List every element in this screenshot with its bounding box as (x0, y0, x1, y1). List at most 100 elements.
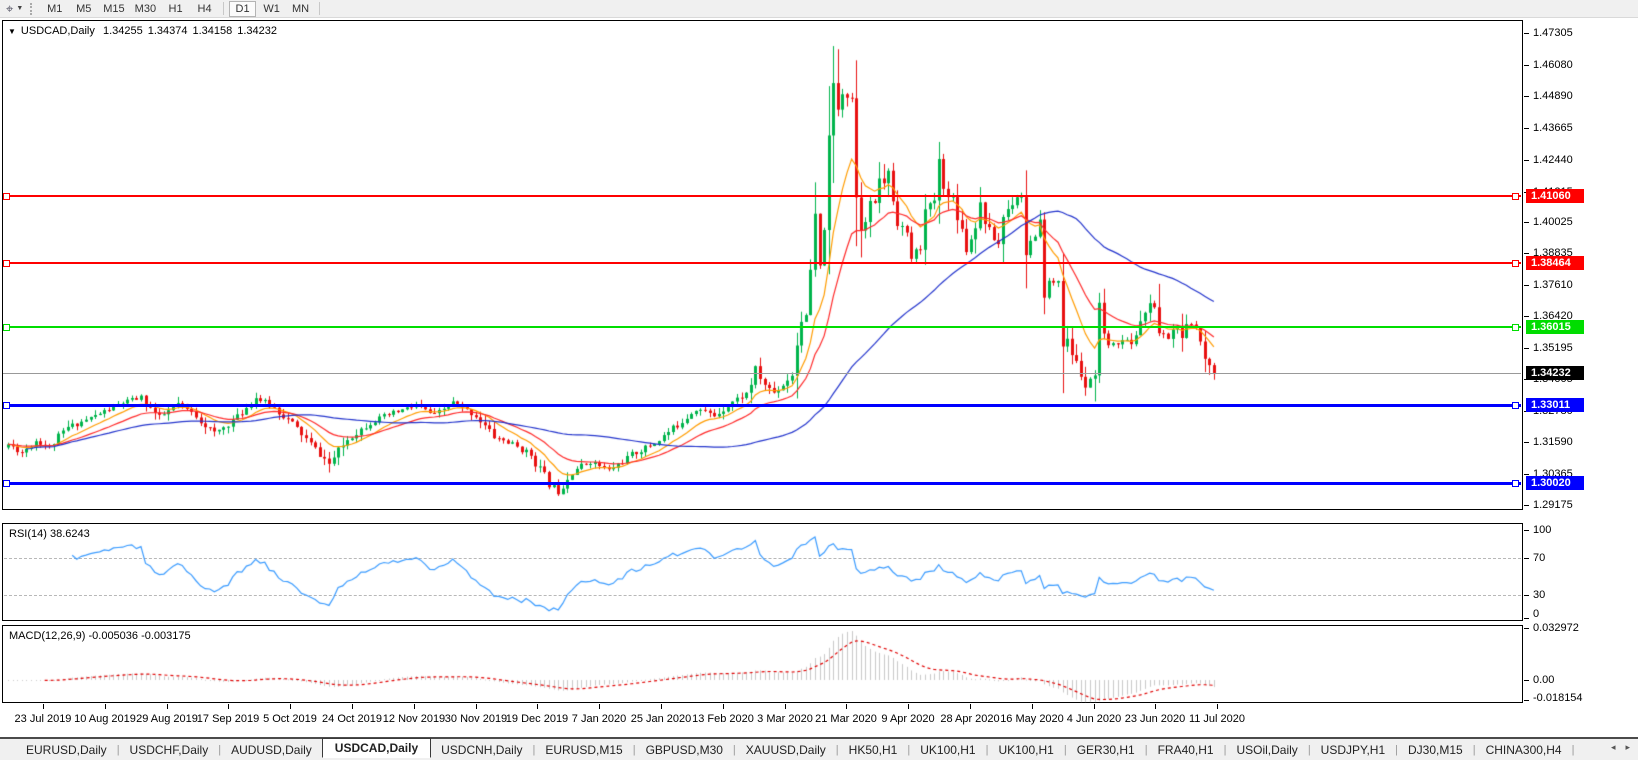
date-tick (167, 704, 168, 709)
tab-separator: | (907, 743, 911, 756)
tab-separator: | (1571, 743, 1575, 756)
rsi-axis-label: 30 (1533, 589, 1546, 601)
chart-tab-ger30-h1[interactable]: GER30,H1 (1076, 742, 1135, 757)
price-axis[interactable]: 1.473051.460801.448901.436651.424401.412… (1524, 20, 1638, 736)
chart-tab-usdcad-daily[interactable]: USDCAD,Daily (321, 738, 432, 758)
tab-separator: | (732, 743, 736, 756)
date-label: 4 Jun 2020 (1066, 713, 1122, 725)
chart-tab-fra40-h1[interactable]: FRA40,H1 (1157, 742, 1214, 757)
price-tick-label: 1.47305 (1533, 27, 1573, 39)
timeframe-button-m30[interactable]: M30 (134, 2, 157, 15)
timeframe-button-mn[interactable]: MN (292, 2, 310, 15)
date-tick (537, 704, 538, 709)
horizontal-level-line[interactable] (3, 404, 1521, 407)
date-tick (599, 704, 600, 709)
chart-tab-uk100-h1[interactable]: UK100,H1 (920, 742, 976, 757)
price-tick (1524, 285, 1529, 286)
date-tick (970, 704, 971, 709)
level-left-handle[interactable] (3, 402, 10, 409)
tab-separator: | (1395, 743, 1399, 756)
price-tick (1524, 222, 1529, 223)
date-tick (476, 704, 477, 709)
rsi-axis-label: 0 (1533, 608, 1540, 620)
chart-tab-eurusd-daily[interactable]: EURUSD,Daily (26, 742, 107, 757)
price-tick-label: 1.37610 (1533, 279, 1573, 291)
price-tick-label: 1.35195 (1533, 342, 1573, 354)
tab-separator: | (1307, 743, 1311, 756)
chart-tab-hk50-h1[interactable]: HK50,H1 (848, 742, 898, 757)
date-label: 17 Sep 2019 (196, 713, 260, 725)
level-right-handle[interactable] (1512, 402, 1519, 409)
date-label: 13 Feb 2020 (692, 713, 754, 725)
timeframe-button-m5[interactable]: M5 (76, 2, 92, 15)
chart-tab-usoil-daily[interactable]: USOil,Daily (1236, 742, 1298, 757)
date-tick (1032, 704, 1033, 709)
horizontal-level-line[interactable] (3, 326, 1521, 328)
date-tick (105, 704, 106, 709)
chart-tab-audusd-daily[interactable]: AUDUSD,Daily (231, 742, 312, 757)
date-label: 23 Jun 2020 (1124, 713, 1186, 725)
toolbar-separator (223, 2, 225, 15)
level-left-handle[interactable] (3, 260, 10, 267)
tab-separator: | (1063, 743, 1067, 756)
chart-tab-china300-h4[interactable]: CHINA300,H4 (1485, 742, 1562, 757)
date-label: 30 Nov 2019 (444, 713, 508, 725)
chart-tab-xauusd-daily[interactable]: XAUUSD,Daily (745, 742, 826, 757)
chart-tab-usdjpy-h1[interactable]: USDJPY,H1 (1320, 742, 1386, 757)
date-tick (414, 704, 415, 709)
date-label: 28 Apr 2020 (940, 713, 1000, 725)
price-tick-label: 1.36420 (1533, 310, 1573, 322)
crosshair-tool-icon[interactable]: ⌖ (6, 1, 14, 16)
rsi-axis-tick (1524, 618, 1529, 619)
level-left-handle[interactable] (3, 324, 10, 331)
timeframe-button-m15[interactable]: M15 (103, 2, 125, 15)
date-tick (228, 704, 229, 709)
timeframe-button-h1[interactable]: H1 (168, 2, 183, 15)
tab-separator: | (532, 743, 536, 756)
chevron-down-icon[interactable]: ▼ (16, 5, 24, 12)
timeframe-button-d1[interactable]: D1 (229, 0, 257, 17)
macd-axis-label: 0.032972 (1533, 622, 1579, 634)
price-tick (1524, 65, 1529, 66)
date-tick (846, 704, 847, 709)
date-axis[interactable]: 23 Jul 2019 10 Aug 2019 29 Aug 2019 17 Sep … (0, 704, 1523, 737)
price-tick (1524, 442, 1529, 443)
date-label: 23 Jul 2019 (14, 713, 72, 725)
horizontal-level-line[interactable] (3, 262, 1521, 264)
macd-axis-tick (1524, 700, 1529, 701)
ohlc-open: 1.34255 (102, 25, 143, 37)
chart-tab-usdchf-daily[interactable]: USDCHF,Daily (129, 742, 209, 757)
date-label: 3 Mar 2020 (757, 713, 813, 725)
timeframe-button-h4[interactable]: H4 (197, 2, 212, 15)
current-price-label: 1.34232 (1526, 366, 1584, 380)
chart-tab-dj30-m15[interactable]: DJ30,M15 (1408, 742, 1463, 757)
level-right-handle[interactable] (1512, 193, 1519, 200)
rsi-axis-label: 100 (1533, 524, 1552, 536)
chart-tab-eurusd-m15[interactable]: EURUSD,M15 (545, 742, 623, 757)
symbol-dropdown-icon[interactable]: ▼ (8, 27, 16, 36)
level-right-handle[interactable] (1512, 324, 1519, 331)
date-tick (1155, 704, 1156, 709)
timeframe-button-m1[interactable]: M1 (47, 2, 63, 15)
level-left-handle[interactable] (3, 193, 10, 200)
timeframe-button-w1[interactable]: W1 (263, 2, 280, 15)
tab-scroll-right-icon[interactable]: ▸ (1625, 742, 1630, 752)
tab-separator: | (985, 743, 989, 756)
level-right-handle[interactable] (1512, 480, 1519, 487)
tab-scroll-left-icon[interactable]: ◂ (1610, 742, 1616, 752)
timeframe-buttons: M1 M5 M15 M30 H1 H4 D1 W1 MN (40, 0, 324, 17)
horizontal-level-line[interactable] (3, 482, 1521, 485)
macd-axis-tick (1524, 628, 1529, 629)
level-left-handle[interactable] (3, 480, 10, 487)
level-right-handle[interactable] (1512, 260, 1519, 267)
toolbar-grip-handle[interactable] (30, 2, 33, 15)
chart-tab-usdcnh-daily[interactable]: USDCNH,Daily (441, 742, 523, 757)
current-price-line (3, 373, 1521, 374)
price-tick-label: 1.40025 (1533, 216, 1573, 228)
horizontal-level-line[interactable] (3, 195, 1521, 197)
chart-tab-gbpusd-m30[interactable]: GBPUSD,M30 (645, 742, 723, 757)
chart-symbol-label: USDCAD,Daily (20, 25, 95, 37)
chart-tab-uk100-h1[interactable]: UK100,H1 (998, 742, 1054, 757)
